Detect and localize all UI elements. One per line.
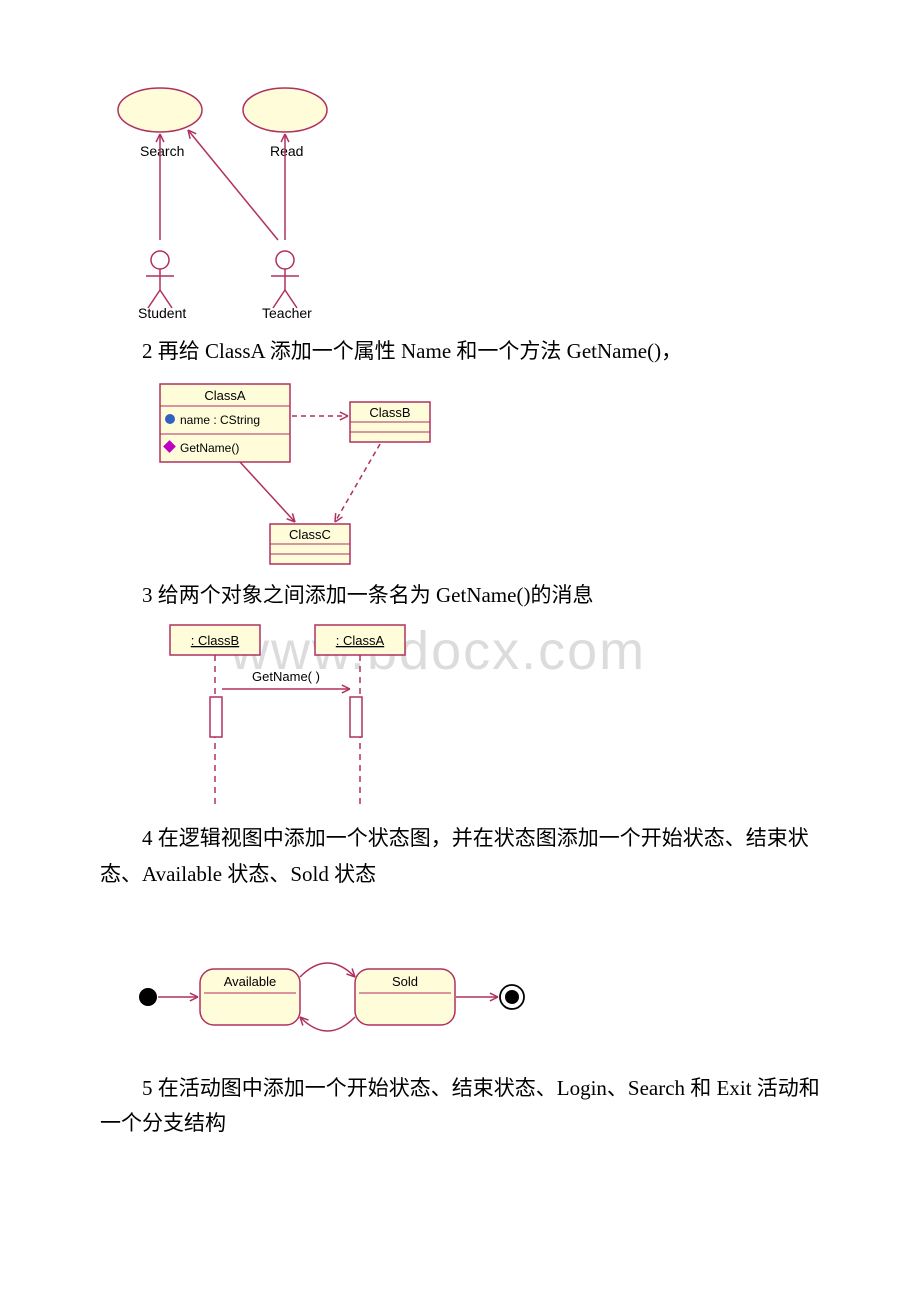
- svg-text:ClassC: ClassC: [289, 527, 331, 542]
- svg-text:ClassA: ClassA: [204, 388, 246, 403]
- svg-text:Read: Read: [270, 143, 303, 159]
- svg-text:Search: Search: [140, 143, 184, 159]
- paragraph-2: 2 再给 ClassA 添加一个属性 Name 和一个方法 GetName()，: [100, 334, 820, 370]
- paragraph-3: 3 给两个对象之间添加一条名为 GetName()的消息: [100, 578, 820, 614]
- page: Search Read Student Teacher 2 再给 ClassA 添加一…: [0, 0, 920, 1206]
- svg-text:: ClassB: : ClassB: [191, 633, 239, 648]
- svg-text:GetName( ): GetName( ): [252, 669, 320, 684]
- svg-text:Available: Available: [224, 974, 277, 989]
- svg-text:Teacher: Teacher: [262, 305, 312, 321]
- svg-text:Sold: Sold: [392, 974, 418, 989]
- state-diagram: Available Sold: [120, 927, 820, 1067]
- usecase-diagram: Search Read Student Teacher: [100, 80, 820, 330]
- paragraph-5: 5 在活动图中添加一个开始状态、结束状态、Login、Search 和 Exit…: [100, 1071, 820, 1142]
- svg-text:GetName(): GetName(): [180, 441, 239, 455]
- class-diagram: ClassA name : CString GetName() ClassB Class…: [140, 374, 820, 574]
- svg-text:: ClassA: : ClassA: [336, 633, 385, 648]
- svg-text:name : CString: name : CString: [180, 413, 260, 427]
- sequence-diagram: : ClassB : ClassA GetName( ): [140, 617, 820, 817]
- paragraph-4: 4 在逻辑视图中添加一个状态图，并在状态图添加一个开始状态、结束状态、Avail…: [100, 821, 820, 892]
- svg-text:Student: Student: [138, 305, 186, 321]
- svg-text:ClassB: ClassB: [369, 405, 410, 420]
